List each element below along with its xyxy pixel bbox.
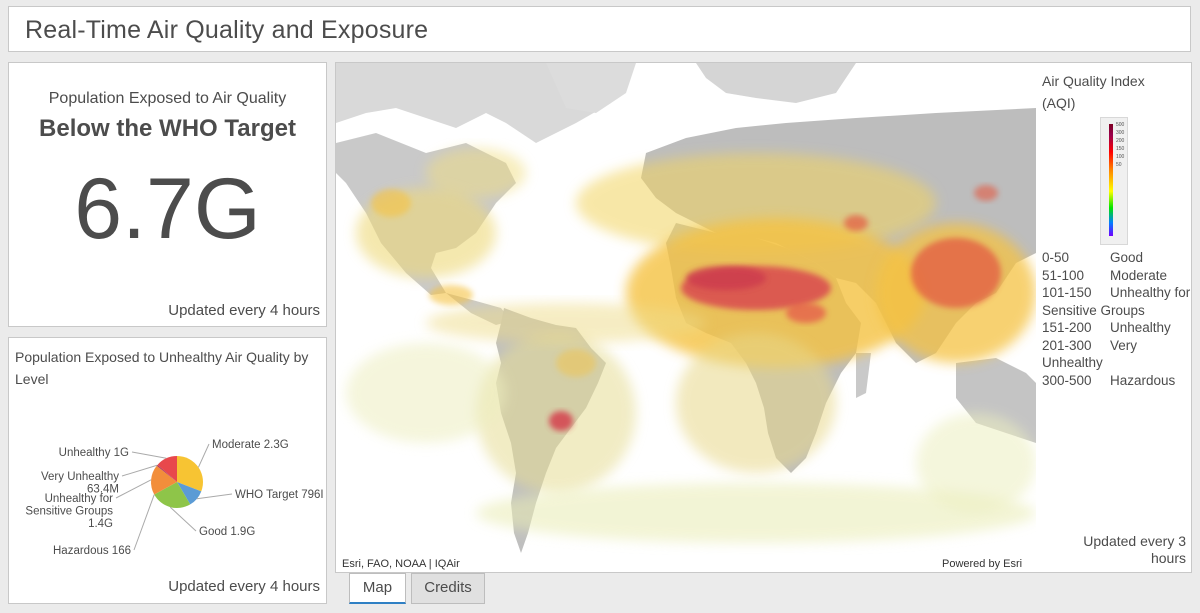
pie-slice[interactable]	[177, 482, 202, 505]
pie-slice[interactable]	[156, 464, 177, 482]
pie-leader-line	[131, 451, 167, 459]
legend-item-usg: 101-150 Unhealthy for Sensitive Groups	[1042, 285, 1191, 318]
legend-item-moderate: 51-100 Moderate	[1042, 267, 1168, 283]
indicator-updated-text: Updated every 4 hours	[168, 302, 320, 319]
header-panel: Real-Time Air Quality and Exposure	[8, 6, 1191, 52]
aqi-overlay	[346, 148, 1036, 543]
legend-color-ramp: 500 300 200 150 100 50	[1100, 117, 1128, 245]
legend-tick: 50	[1116, 162, 1122, 168]
pie-slice-label: Hazardous 166	[53, 545, 131, 557]
pie-slice[interactable]	[154, 482, 191, 508]
pie-slice-label: Sensitive Groups	[25, 506, 113, 518]
legend-title: Air Quality Index (AQI)	[1042, 73, 1145, 111]
map-updated-text: Updated every 3 hours	[1083, 533, 1186, 566]
legend-gradient	[1109, 124, 1113, 236]
tab-credits[interactable]: Credits	[411, 573, 485, 604]
pie-slice[interactable]	[157, 456, 177, 482]
pie-leader-line	[121, 464, 158, 477]
legend-tick: 500	[1116, 122, 1125, 128]
legend-item-unhealthy: 151-200 Unhealthy	[1042, 320, 1171, 335]
pie-slice-label: 1.4G	[88, 518, 113, 530]
indicator-top-text: Population Exposed to Air Quality	[48, 90, 287, 107]
legend-tick: 100	[1116, 154, 1125, 160]
legend-tick: 300	[1116, 130, 1125, 136]
pie-slice-label: Unhealthy 1G	[59, 447, 129, 459]
legend-tick: 200	[1116, 138, 1125, 144]
pie-slice-label: 63.4M	[87, 484, 119, 496]
legend-items: 0-50 Good 51-100 Moderate 101-150 Unhealthy…	[1042, 249, 1191, 389]
world-map[interactable]	[336, 63, 1036, 573]
powered-by-esri[interactable]: Powered by Esri	[942, 558, 1023, 570]
pie-slice[interactable]	[151, 465, 177, 495]
pie-chart-panel: Population Exposed to Unhealthy Air Qual…	[8, 337, 327, 604]
legend-item-hazardous: 300-500 Hazardous	[1042, 372, 1176, 388]
map-panel[interactable]: ⤢ Air Quality Index (AQI) 500 300 200 15…	[335, 62, 1192, 573]
pie-slice-label: Unhealthy for	[45, 493, 114, 505]
pie-leader-line	[196, 493, 233, 500]
pie-chart: Moderate 2.3G WHO Target 796I Good 1.9G Haz…	[25, 439, 324, 557]
pie-leader-line	[115, 479, 152, 499]
pie-chart-title: Population Exposed to Unhealthy Air Qual…	[15, 349, 309, 387]
pie-slice-label: Moderate 2.3G	[212, 439, 289, 451]
map-attribution[interactable]: Esri, FAO, NOAA | IQAir	[342, 558, 460, 570]
pie-slice[interactable]	[177, 456, 203, 492]
map-legend: Air Quality Index (AQI) 500 300 200 150 …	[1036, 63, 1191, 572]
pie-chart-updated-text: Updated every 4 hours	[168, 578, 320, 595]
legend-item-good: 0-50 Good	[1042, 250, 1144, 265]
pie-leader-line	[133, 494, 155, 551]
pie-leader-line	[169, 506, 197, 532]
indicator-panel: Population Exposed to Air Quality Below …	[8, 62, 327, 327]
dashboard-title: Real-Time Air Quality and Exposure	[25, 16, 429, 44]
legend-tick: 150	[1116, 146, 1125, 152]
pie-slice-label: Very Unhealthy	[41, 471, 119, 483]
pie-slice-label: Good 1.9G	[199, 526, 255, 538]
legend-item-very-unhealthy: 201-300 Very Unhealthy	[1042, 337, 1138, 371]
tab-map[interactable]: Map	[349, 573, 406, 604]
pie-slice-label: WHO Target 796I	[235, 489, 324, 501]
pie-leader-line	[197, 443, 210, 468]
indicator-middle-text: Below the WHO Target	[39, 115, 296, 142]
indicator-value: 6.7G	[74, 161, 261, 257]
